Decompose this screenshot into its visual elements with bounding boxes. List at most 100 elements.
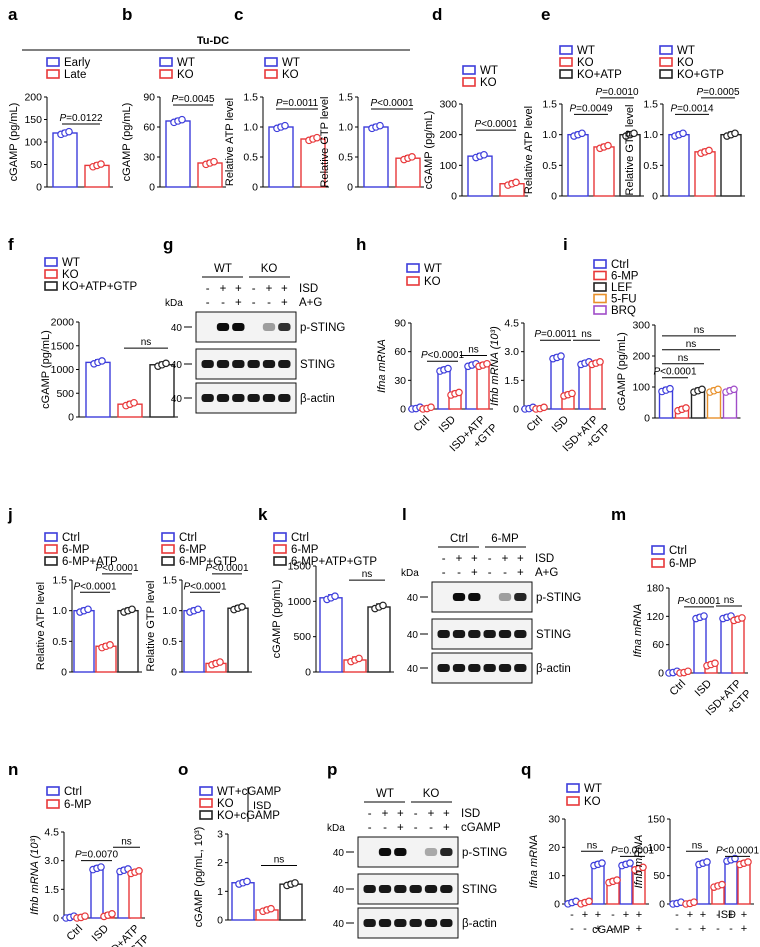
y-tick-label: 0 (217, 915, 223, 927)
kda-marker: 40 (333, 885, 345, 896)
legend-swatch (44, 556, 58, 566)
legend-label: BRQ (611, 305, 636, 317)
y-tick-label: 1.0 (643, 129, 658, 141)
blot-band (378, 848, 392, 856)
p-value-label: P<0.0001 (677, 596, 721, 607)
legend-label: 5-FU (611, 294, 637, 306)
x-tick-label: Ctrl (65, 923, 86, 944)
legend-label: WT (177, 57, 195, 69)
y-tick-label: 0 (305, 667, 311, 679)
y-tick-label: 2 (217, 857, 223, 869)
data-point (65, 127, 73, 136)
legend-swatch (593, 293, 607, 304)
legend-label: KO (62, 269, 79, 281)
bar (593, 146, 615, 197)
blot-sign: - (368, 822, 372, 834)
panel-letter: c (234, 5, 243, 24)
legend-label: 6-MP (669, 558, 697, 570)
data-point (455, 388, 463, 397)
y-tick-label: 100 (24, 137, 42, 149)
chart-q1 (562, 818, 649, 908)
y-axis-label: cGAMP (pg/mL) (271, 580, 283, 659)
data-point (700, 612, 708, 620)
blot-band (409, 919, 422, 927)
p-value-label: ns (587, 840, 598, 851)
y-tick-label: 60 (652, 639, 664, 651)
p-value-label: P<0.0001 (653, 367, 697, 378)
legend-swatch (559, 45, 573, 55)
p-value-label: P<0.0001 (73, 581, 117, 592)
bar (319, 597, 343, 673)
legend-swatch (659, 57, 673, 67)
y-tick-label: 300 (439, 99, 457, 111)
blot-band-label: β-actin (462, 918, 497, 930)
bar (589, 362, 603, 410)
chart-a (44, 96, 113, 188)
data-point (540, 403, 548, 412)
blot-band (247, 360, 260, 368)
blot-sign: + (471, 567, 478, 579)
y-tick-label: 30 (143, 152, 155, 164)
p-value-label: ns (362, 569, 373, 580)
data-point (666, 384, 674, 393)
legend-label: KO+ATP+GTP (62, 281, 138, 293)
chart-n (61, 831, 145, 922)
y-tick-label: 50 (30, 159, 42, 171)
blot-sign: - (252, 297, 256, 309)
kda-label: kDa (401, 568, 419, 579)
y-axis-label: cGAMP (pg/mL) (8, 103, 20, 182)
blot-band-label: β-actin (300, 393, 335, 405)
blot-band (363, 919, 376, 927)
blot-band (452, 664, 466, 672)
legend-swatch (46, 799, 60, 809)
y-tick-label: 1.0 (338, 122, 353, 134)
y-tick-label: 0 (451, 191, 457, 203)
blot-sign: + (443, 808, 450, 820)
cgamp-sign: - (570, 923, 574, 935)
y-tick-label: 1.5 (542, 99, 557, 111)
bar (367, 606, 391, 673)
y-tick-label: 300 (632, 320, 650, 332)
blot-sign: - (368, 808, 372, 820)
blot-row-label: cGAMP (461, 822, 501, 834)
data-point (98, 357, 106, 365)
legend-swatch (161, 556, 175, 566)
isd-sign: - (675, 909, 679, 921)
y-tick-label: 3 (217, 829, 223, 841)
panel-letter: f (8, 235, 14, 254)
data-point (682, 404, 690, 412)
p-value-label: ns (274, 855, 285, 866)
chart-b (157, 96, 226, 188)
y-tick-label: 0 (252, 182, 258, 194)
legend-label: KO+cGAMP (217, 810, 280, 822)
y-tick-label: 1.5 (162, 575, 177, 587)
p-value-label: P=0.0045 (171, 94, 215, 105)
chart-m (665, 587, 748, 677)
p-value-label: P<0.0001 (95, 563, 139, 574)
blot-band (394, 919, 407, 927)
p-value-label: P<0.0001 (183, 581, 227, 592)
y-tick-label: 0 (53, 913, 59, 925)
data-point (108, 910, 116, 918)
y-tick-label: 1 (217, 886, 223, 898)
panel-letter: a (8, 5, 18, 24)
bar (90, 867, 104, 919)
kda-label: kDa (165, 298, 183, 309)
blot-band (278, 323, 291, 331)
isd-sign: - (611, 909, 615, 921)
bar (117, 609, 139, 673)
x-tick-label: ISD (550, 414, 571, 435)
legend-label: KO (584, 796, 601, 808)
data-point (613, 876, 621, 884)
blot-band (378, 885, 392, 893)
p-value-label: P=0.0122 (59, 113, 103, 124)
p-value-label: P=0.0049 (569, 103, 613, 114)
blot-band (278, 360, 291, 368)
legend-swatch (559, 57, 573, 67)
p-value-label: ns (121, 836, 132, 847)
blot-group-label: WT (214, 263, 232, 275)
y-tick-label: 0.5 (52, 636, 67, 648)
legend-label: WT (480, 65, 498, 77)
y-tick-label: 100 (647, 842, 665, 854)
group-title: Tu-DC (197, 35, 229, 47)
